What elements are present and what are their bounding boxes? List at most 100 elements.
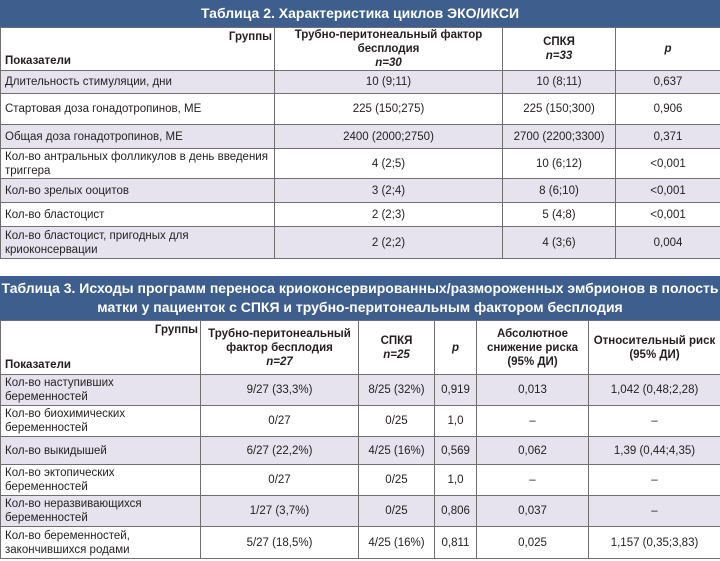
col-label: Трубно-перитонеальный фактор бесплодия [294,29,483,55]
cell-pcos: 225 (150;300) [502,93,616,125]
table-row: Длительность стимуляции, дни 10 (9;11) 1… [0,70,720,94]
table-row: Кол-во беременностей, закончившихся рода… [0,526,720,559]
table2-col-pcos: СПКЯ n=33 [502,27,616,71]
cell-p: 0,919 [434,374,477,406]
cell-tubal: 5/27 (18,5%) [200,526,359,559]
indicators-label: Показатели [5,55,71,67]
cell-tubal: 10 (9;11) [274,70,503,94]
table3-header-row: Группы Показатели Трубно-перитонеальный … [0,320,720,375]
cell-arr: 0,025 [476,526,589,559]
indicators-label: Показатели [5,359,71,371]
row-label: Кол-во неразвивающихся беременностей [0,495,201,527]
row-label: Кол-во выкидышей [0,436,201,465]
cell-p: 0,806 [434,495,477,527]
cell-p: <0,001 [615,178,720,203]
table2: Группы Показатели Трубно-перитонеальный … [0,27,720,259]
table-row: Кол-во биохимических беременностей 0/27 … [0,405,720,437]
table3-header-corner: Группы Показатели [0,320,201,375]
table-row: Кол-во эктопических беременностей 0/27 0… [0,464,720,496]
cell-rr: – [588,405,720,437]
cell-rr: 1,042 (0,48;2,28) [588,374,720,406]
cell-tubal: 6/27 (22,2%) [200,436,359,465]
table-row: Кол-во бластоцист 2 (2;3) 5 (4;8) <0,001 [0,202,720,227]
cell-pcos: 10 (6;12) [502,148,616,179]
cell-p: <0,001 [615,148,720,179]
row-label: Кол-во бластоцист [0,202,275,227]
cell-pcos: 8 (6;10) [502,178,616,203]
col-n: n=27 [266,355,293,368]
cell-tubal: 0/27 [200,464,359,496]
row-label: Общая доза гонадотропинов, МЕ [0,124,275,149]
table-row: Кол-во бластоцист, пригодных для криокон… [0,226,720,259]
table2-col-p: p [615,27,720,71]
row-label: Кол-во бластоцист, пригодных для криокон… [0,226,275,259]
table-row: Кол-во антральных фолликулов в день введ… [0,148,720,179]
row-label: Длительность стимуляции, дни [0,70,275,94]
table3-col-p: p [434,320,477,375]
cell-tubal: 4 (2;5) [274,148,503,179]
cell-arr: 0,062 [476,436,589,465]
cell-p: 0,637 [615,70,720,94]
cell-tubal: 2400 (2000;2750) [274,124,503,149]
cell-pcos: 5 (4;8) [502,202,616,227]
groups-label: Группы [228,31,272,43]
cell-rr: – [588,495,720,527]
row-label: Кол-во наступивших беременностей [0,374,201,406]
table-row: Кол-во выкидышей 6/27 (22,2%) 4/25 (16%)… [0,436,720,465]
cell-arr: – [476,405,589,437]
cell-tubal: 9/27 (33,3%) [200,374,359,406]
table3: Группы Показатели Трубно-перитонеальный … [0,320,720,559]
cell-p: <0,001 [615,202,720,227]
table2-title: Таблица 2. Характеристика циклов ЭКО/ИКС… [0,0,720,27]
cell-p: 0,569 [434,436,477,465]
cell-rr: 1,39 (0,44;4,35) [588,436,720,465]
cell-tubal: 3 (2;4) [274,178,503,203]
cell-pcos: 8/25 (32%) [358,374,435,406]
table-row: Общая доза гонадотропинов, МЕ 2400 (2000… [0,124,720,149]
cell-pcos: 4/25 (16%) [358,526,435,559]
cell-pcos: 10 (8;11) [502,70,616,94]
row-label: Кол-во беременностей, закончившихся рода… [0,526,201,559]
col-n: n=33 [545,50,573,62]
table2-col-tubal: Трубно-перитонеальный фактор бесплодия n… [274,27,503,71]
row-label: Кол-во биохимических беременностей [0,405,201,437]
col-n: n=30 [375,57,402,69]
col-label: СПКЯ [543,36,575,48]
col-label: СПКЯ [380,334,413,347]
cell-pcos: 4/25 (16%) [358,436,435,465]
groups-label: Группы [154,324,198,336]
col-n: n=25 [383,348,410,361]
table-row: Кол-во неразвивающихся беременностей 1/2… [0,495,720,527]
row-label: Кол-во антральных фолликулов в день введ… [0,148,275,179]
table-row: Кол-во зрелых ооцитов 3 (2;4) 8 (6;10) <… [0,178,720,203]
cell-arr: – [476,464,589,496]
cell-tubal: 1/27 (3,7%) [200,495,359,527]
cell-pcos: 0/25 [358,405,435,437]
row-label: Кол-во зрелых ооцитов [0,178,275,203]
cell-arr: 0,037 [476,495,589,527]
cell-pcos: 4 (3;6) [502,226,616,259]
table3-col-tubal: Трубно-перитонеальный фактор бесплодия n… [200,320,359,375]
col-label: Трубно-перитонеальный фактор бесплодия [208,327,351,354]
cell-tubal: 225 (150;275) [274,93,503,125]
cell-pcos: 0/25 [358,495,435,527]
cell-p: 1,0 [434,464,477,496]
cell-rr: – [588,464,720,496]
cell-p: 0,371 [615,124,720,149]
cell-pcos: 0/25 [358,464,435,496]
cell-p: 0,906 [615,93,720,125]
cell-p: 0,004 [615,226,720,259]
table2-header-row: Группы Показатели Трубно-перитонеальный … [0,27,720,71]
table3-title: Таблица 3. Исходы программ переноса крио… [0,276,720,320]
row-label: Стартовая доза гонадотропинов, МЕ [0,93,275,125]
cell-tubal: 2 (2;3) [274,202,503,227]
table-row: Стартовая доза гонадотропинов, МЕ 225 (1… [0,93,720,125]
table2-header-corner: Группы Показатели [0,27,275,71]
cell-rr: 1,157 (0,35;3,83) [588,526,720,559]
cell-p: 0,811 [434,526,477,559]
cell-tubal: 2 (2;2) [274,226,503,259]
row-label: Кол-во эктопических беременностей [0,464,201,496]
cell-pcos: 2700 (2200;3300) [502,124,616,149]
table3-col-arr: Абсолютное снижение риска (95% ДИ) [476,320,589,375]
